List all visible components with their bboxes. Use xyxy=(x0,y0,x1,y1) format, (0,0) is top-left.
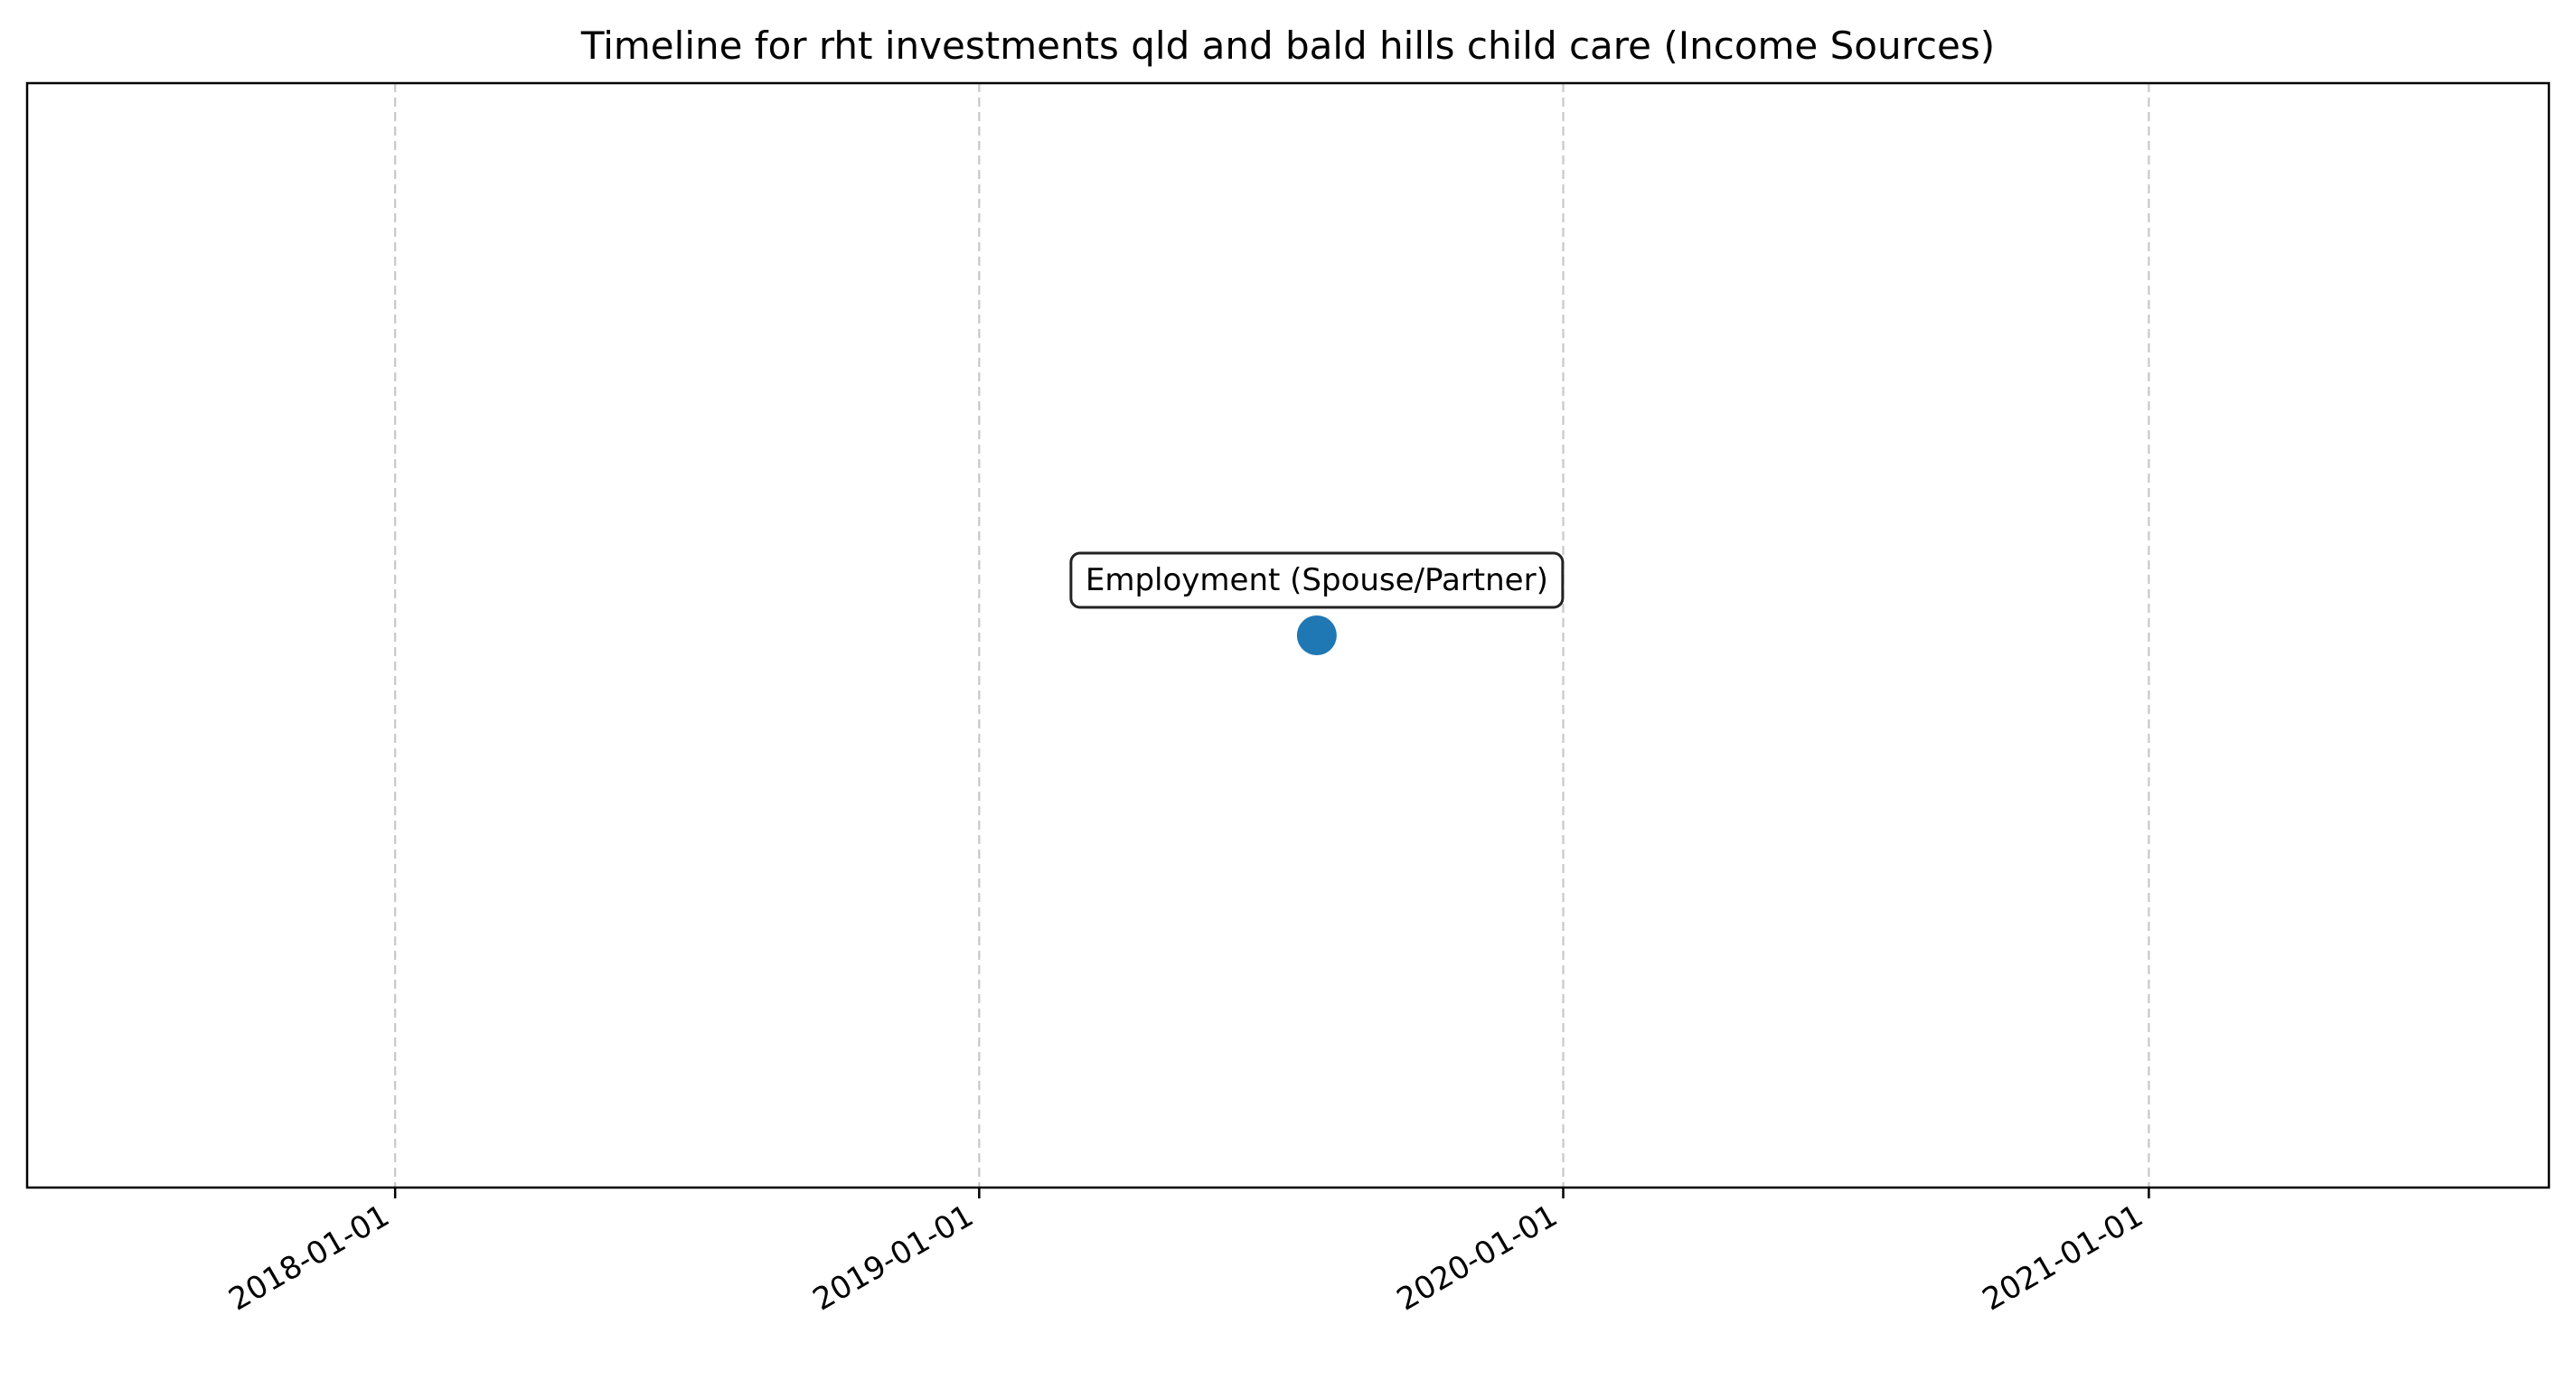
x-tick-label: 2021-01-01 xyxy=(1977,1197,2149,1318)
annotation-box xyxy=(1069,551,1565,609)
data-point xyxy=(1296,615,1337,655)
x-tick-label: 2018-01-01 xyxy=(223,1197,396,1318)
x-axis-ticks: 2018-01-01 2019-01-01 2020-01-01 2021-01-01 xyxy=(223,1188,2150,1319)
x-tick-label: 2020-01-01 xyxy=(1391,1197,1564,1318)
chart-title: Timeline for rht investments qld and bal… xyxy=(580,23,1995,68)
point-annotation: Employment (Spouse/Partner) xyxy=(1069,551,1565,609)
plot-area-frame xyxy=(25,81,2551,1189)
x-tick-label: 2019-01-01 xyxy=(807,1197,980,1318)
data-points: Employment (Spouse/Partner) xyxy=(1069,551,1565,655)
x-gridlines xyxy=(394,83,2150,1188)
annotation-label: Employment (Spouse/Partner) xyxy=(1086,562,1548,598)
